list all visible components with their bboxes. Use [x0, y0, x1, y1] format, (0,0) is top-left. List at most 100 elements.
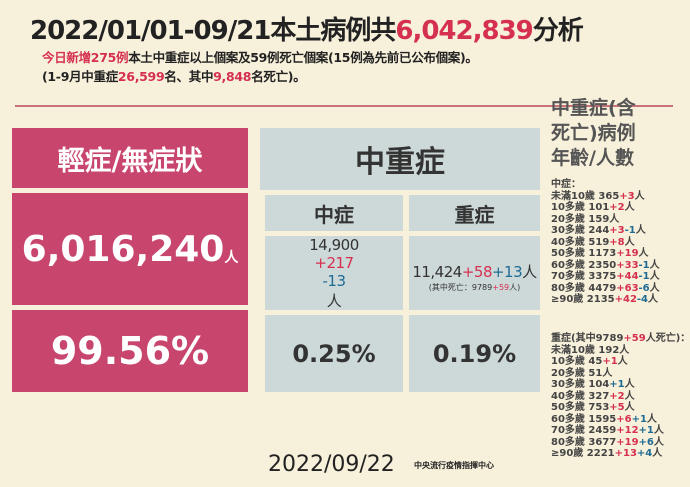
- text-segment: -1: [638, 259, 650, 271]
- moderate-age-header: 中症：: [551, 179, 581, 190]
- moderate-label: 中症: [265, 195, 403, 231]
- text-segment: 10多歲 101: [551, 202, 610, 213]
- moderate-age-row: 40多歲 519+8人: [551, 237, 660, 249]
- moderate-age-row: 80多歲 4479+63-6人: [551, 283, 660, 295]
- text-segment: +217: [314, 253, 354, 272]
- severe-value-box: 11,424+58+13人 (其中死亡：9789+59人): [409, 236, 540, 310]
- text-segment: +8: [609, 236, 625, 248]
- text-segment: 26,599: [117, 69, 165, 84]
- moderate-age-row: 30多歲 244+3-1人: [551, 225, 660, 237]
- severe-age-row: 10多歲 45+1人: [551, 356, 690, 368]
- text-segment: 未滿10歲 192人: [551, 344, 630, 356]
- text-segment: 50多歲 753: [551, 402, 610, 413]
- text-segment: 10多歲 45: [551, 356, 603, 367]
- text-segment: 人: [646, 413, 657, 425]
- text-segment: 人: [648, 294, 659, 305]
- text-segment: +59: [623, 333, 646, 344]
- text-segment: +1: [602, 356, 618, 367]
- text-segment: 80多歲 3677: [551, 436, 617, 448]
- severe-death-note: (其中死亡：9789+59人): [429, 282, 521, 293]
- text-segment: 今日新增275例: [42, 50, 129, 65]
- text-segment: +58: [461, 263, 493, 281]
- text-segment: 11,424: [412, 263, 462, 281]
- moderate-percent: 0.25%: [265, 315, 403, 392]
- severe-age-row: 20多歲 51人: [551, 368, 690, 380]
- text-segment: +59: [492, 283, 510, 292]
- text-segment: 30多歲 104: [551, 379, 610, 390]
- text-segment: 人: [624, 379, 635, 390]
- text-segment: 人: [638, 248, 649, 259]
- text-segment: 人: [649, 271, 660, 282]
- text-segment: 14,900: [309, 235, 359, 254]
- severe-age-row: ≥90歲 2221+13+4人: [551, 448, 690, 460]
- text-segment: +13: [491, 263, 523, 281]
- text-segment: 人: [635, 225, 646, 236]
- text-segment: 未滿10歲 365: [551, 190, 620, 202]
- text-segment: 分析: [532, 16, 584, 46]
- severe-age-row: 未滿10歲 192人: [551, 345, 690, 357]
- severe-group-header: 中重症: [260, 128, 540, 190]
- text-segment: (其中死亡：9789: [428, 283, 493, 292]
- text-segment: +2: [609, 390, 625, 402]
- text-segment: +1: [609, 379, 625, 390]
- text-segment: 本土中重症以上個案及59例死亡個案(15例為先前已公布個案)。: [128, 50, 478, 65]
- mild-unit: 人: [224, 250, 239, 266]
- text-segment: +33: [616, 259, 639, 271]
- mild-count: 6,016,240: [21, 228, 225, 270]
- severe-percent: 0.19%: [409, 315, 540, 392]
- moderate-value: 14,900 +217 -13 人: [265, 236, 403, 310]
- moderate-age-row: ≥90歲 2135+42-4人: [551, 294, 660, 306]
- text-segment: -1: [624, 225, 636, 236]
- text-segment: +3: [619, 190, 635, 202]
- text-segment: +6: [638, 436, 654, 448]
- text-segment: 6,042,839: [395, 16, 533, 46]
- text-segment: 人: [617, 356, 628, 367]
- moderate-age-row: 20多歲 159人: [551, 214, 660, 226]
- severe-age-header: 重症(其中9789+59人死亡)：: [551, 333, 690, 345]
- severe-age-row: 70多歲 2459+12+1人: [551, 425, 690, 437]
- text-segment: 50多歲 1173: [551, 248, 617, 259]
- moderate-age-row: 未滿10歲 365+3人: [551, 191, 660, 203]
- text-segment: +2: [609, 202, 625, 213]
- text-segment: 人死亡)：: [645, 333, 690, 344]
- age-title-line: 死亡)病例: [551, 122, 636, 144]
- severe-age-row: 50多歲 753+5人: [551, 402, 690, 414]
- text-segment: 人: [624, 236, 635, 248]
- subtitle-daily: 今日新增275例本土中重症以上個案及59例死亡個案(15例為先前已公布個案)。: [42, 47, 478, 66]
- text-segment: 名死亡)。: [251, 69, 306, 84]
- text-segment: 人): [509, 283, 521, 292]
- text-segment: +19: [616, 436, 639, 448]
- text-segment: 30多歲 244: [551, 225, 610, 236]
- text-segment: +3: [609, 225, 625, 236]
- text-segment: 人: [653, 436, 664, 448]
- text-segment: +12: [616, 425, 639, 436]
- text-segment: ≥90歲 2135: [551, 294, 615, 305]
- text-segment: 人: [522, 263, 537, 281]
- footer-org: 中央流行疫情指揮中心: [414, 461, 494, 470]
- severe-age-row: 60多歲 1595+6+1人: [551, 414, 690, 426]
- age-panel-title: 中重症(含 死亡)病例 年齡/人數: [551, 96, 636, 171]
- text-segment: +44: [616, 271, 639, 282]
- moderate-age-row: 50多歲 1173+19人: [551, 248, 660, 260]
- text-segment: +13: [614, 448, 637, 459]
- text-segment: +6: [616, 413, 632, 425]
- severe-label: 重症: [409, 195, 540, 231]
- footer-date: 2022/09/22: [268, 452, 395, 477]
- text-segment: 人: [649, 282, 660, 294]
- text-segment: 人: [326, 291, 342, 310]
- moderate-age-row: 70多歲 3375+44-1人: [551, 271, 660, 283]
- text-segment: 人: [653, 425, 664, 436]
- page-title: 2022/01/01-09/21本土病例共6,042,839分析: [30, 10, 584, 47]
- text-segment: 人: [634, 190, 645, 202]
- text-segment: (1-9月中重症: [42, 69, 118, 84]
- text-segment: 人: [624, 202, 635, 213]
- age-title-line: 年齡/人數: [551, 147, 634, 169]
- mild-value: 6,016,240 人: [12, 193, 248, 305]
- text-segment: 60多歲 1595: [551, 413, 617, 425]
- text-segment: +5: [609, 402, 625, 413]
- text-segment: 人: [652, 448, 663, 459]
- text-segment: +4: [636, 448, 653, 459]
- mild-header: 輕症/無症狀: [12, 128, 248, 188]
- severe-age-row: 30多歲 104+1人: [551, 379, 690, 391]
- severe-age-row: 40多歲 327+2人: [551, 391, 690, 403]
